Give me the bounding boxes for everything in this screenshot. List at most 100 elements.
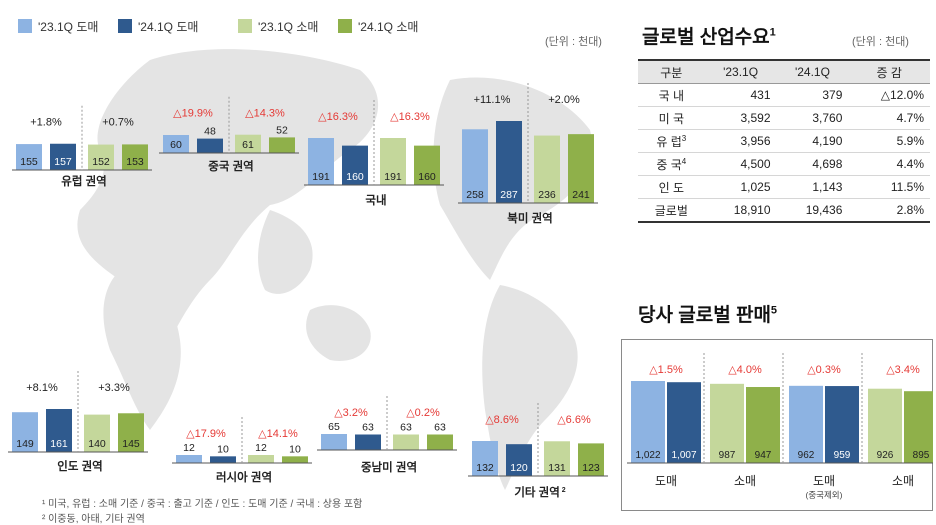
cell-q23: 3,592 [704,106,777,130]
bar-value-label: 52 [276,124,288,136]
cell-q23: 4,500 [704,152,777,176]
change-label: △19.9% [173,108,213,120]
bar-value-label: 161 [50,438,68,450]
region-chart: 65 63 63 63 △3.2% △0.2% 중남미 권역 [317,396,457,474]
bar-value-label: 61 [242,139,254,151]
change-label: △1.5% [649,364,683,376]
bar [308,138,334,185]
region-chart: 191 160 191 160 △16.3% △16.3% 국내 [304,100,444,207]
bar-value-label: 12 [183,442,195,454]
table-row: 중 국4 4,500 4,698 4.4% [638,152,930,176]
bar [904,391,933,463]
group-label: 소매 [734,474,756,488]
bar [122,144,148,170]
bar-value-label: 132 [476,462,494,474]
cell-q24: 4,698 [776,152,849,176]
bar-value-label: 63 [400,421,412,433]
region-label: 중 국 [656,157,682,172]
change-label: △0.3% [807,364,841,376]
bar [496,121,522,203]
bar [568,134,594,203]
group-note: (중국제외) [806,490,843,500]
header-change: 증 감 [848,59,930,84]
bar-value-label: 895 [913,450,930,461]
cell-change: 4.7% [848,106,930,130]
bar-value-label: 140 [88,438,106,450]
region-label: 유 럽 [656,134,682,149]
demand-title-text: 글로벌 산업수요 [642,27,770,48]
bar [342,145,368,185]
legend-swatch [18,19,32,33]
region-label: 미 국 [658,111,685,126]
region-name: 중남미 권역 [361,460,417,474]
table-row: 인 도 1,025 1,143 11.5% [638,175,930,199]
bar [631,381,665,463]
bar [282,456,308,463]
bar-value-label: 145 [122,438,140,450]
header-q24: '24.1Q [776,59,849,84]
legend-label: '24.1Q 소매 [358,19,419,34]
cell-q24: 4,190 [776,129,849,153]
bar [321,434,347,450]
bar [534,135,560,203]
bar-value-label: 123 [582,462,600,474]
change-label: △17.9% [186,428,226,440]
bar-value-label: 153 [126,156,144,168]
legend-swatch [118,19,132,33]
change-label: △16.3% [390,111,430,123]
bar [868,388,902,463]
cell-change: 4.4% [848,152,930,176]
region-name: 중국 권역 [208,159,254,173]
bar-value-label: 152 [92,156,110,168]
bar [355,434,381,450]
bar [393,434,419,450]
bar [118,413,144,452]
bar-value-label: 191 [384,171,402,183]
bar [710,383,744,463]
bar-value-label: 987 [719,450,736,461]
bar [380,138,406,185]
region-chart: 155 157 152 153 +1.8% +0.7% 유럽 권역 [12,105,152,188]
region-label: 국 내 [658,88,685,103]
bar [578,443,604,476]
region-chart: 149 161 140 145 +8.1% +3.3% 인도 권역 [8,371,148,473]
bar [248,455,274,463]
bar-value-label: 131 [548,462,566,474]
bar [746,387,780,463]
footnote-1: ¹ 미국, 유럽 : 소매 기준 / 중국 : 출고 기준 / 인도 : 도매 … [42,499,363,510]
bar [176,455,202,463]
change-label: △8.6% [485,414,519,426]
bar-value-label: 236 [538,189,556,201]
demand-title: 글로벌 산업수요1 [642,22,776,49]
sales-title-sup: 5 [770,304,778,317]
cell-change: 2.8% [848,198,930,223]
sales-title: 당사 글로벌 판매5 [638,300,777,327]
bar-value-label: 10 [217,443,229,455]
change-label: △6.6% [557,414,591,426]
region-chart: 258 287 236 241 +11.1% +2.0% 북미 권역 [458,83,598,225]
cell-region: 미 국 [638,106,705,130]
cell-q23: 431 [704,83,777,107]
change-label: △14.1% [258,428,298,440]
change-label: △4.0% [728,364,762,376]
bar [46,409,72,452]
group-label: 도매 [655,474,677,488]
legend-item: '24.1Q 소매 [338,18,418,34]
region-sup: 3 [681,133,687,143]
change-label: +2.0% [548,94,580,106]
bar-value-label: 287 [500,189,518,201]
bar [84,414,110,452]
bar [12,412,38,452]
change-label: +11.1% [474,94,511,106]
demand-unit: (단위 : 천대) [852,36,909,48]
bar [163,135,189,153]
bar-value-label: 12 [255,442,267,454]
region-name: 인도 권역 [57,459,103,473]
legend-label: '24.1Q 도매 [138,19,199,34]
bar [789,385,823,463]
region-chart: 60 48 61 52 △19.9% △14.3% 중국 권역 [159,96,299,173]
change-label: +0.7% [102,117,134,129]
region-name: 러시아 권역 [216,470,272,484]
cell-change: 11.5% [848,175,930,199]
demand-title-sup: 1 [769,26,776,39]
